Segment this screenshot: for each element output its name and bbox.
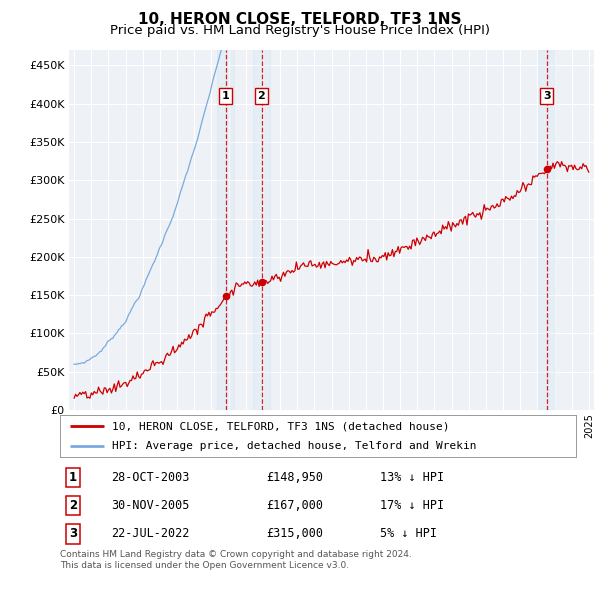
Text: 5% ↓ HPI: 5% ↓ HPI <box>380 527 437 540</box>
Text: 1: 1 <box>222 91 230 101</box>
Bar <box>538 50 556 410</box>
Text: £315,000: £315,000 <box>266 527 323 540</box>
Text: 30-NOV-2005: 30-NOV-2005 <box>112 499 190 512</box>
Text: 2: 2 <box>69 499 77 512</box>
Text: 13% ↓ HPI: 13% ↓ HPI <box>380 471 444 484</box>
Text: 3: 3 <box>543 91 551 101</box>
Bar <box>253 50 270 410</box>
Bar <box>217 50 234 410</box>
Text: 10, HERON CLOSE, TELFORD, TF3 1NS (detached house): 10, HERON CLOSE, TELFORD, TF3 1NS (detac… <box>112 421 449 431</box>
Text: 22-JUL-2022: 22-JUL-2022 <box>112 527 190 540</box>
Text: 10, HERON CLOSE, TELFORD, TF3 1NS: 10, HERON CLOSE, TELFORD, TF3 1NS <box>138 12 462 27</box>
Text: £167,000: £167,000 <box>266 499 323 512</box>
Text: Price paid vs. HM Land Registry's House Price Index (HPI): Price paid vs. HM Land Registry's House … <box>110 24 490 37</box>
Text: 1: 1 <box>69 471 77 484</box>
Text: HPI: Average price, detached house, Telford and Wrekin: HPI: Average price, detached house, Telf… <box>112 441 476 451</box>
Text: 3: 3 <box>69 527 77 540</box>
Text: 17% ↓ HPI: 17% ↓ HPI <box>380 499 444 512</box>
Text: £148,950: £148,950 <box>266 471 323 484</box>
Text: Contains HM Land Registry data © Crown copyright and database right 2024.: Contains HM Land Registry data © Crown c… <box>60 550 412 559</box>
Text: 28-OCT-2003: 28-OCT-2003 <box>112 471 190 484</box>
Text: 2: 2 <box>257 91 265 101</box>
Text: This data is licensed under the Open Government Licence v3.0.: This data is licensed under the Open Gov… <box>60 560 349 569</box>
